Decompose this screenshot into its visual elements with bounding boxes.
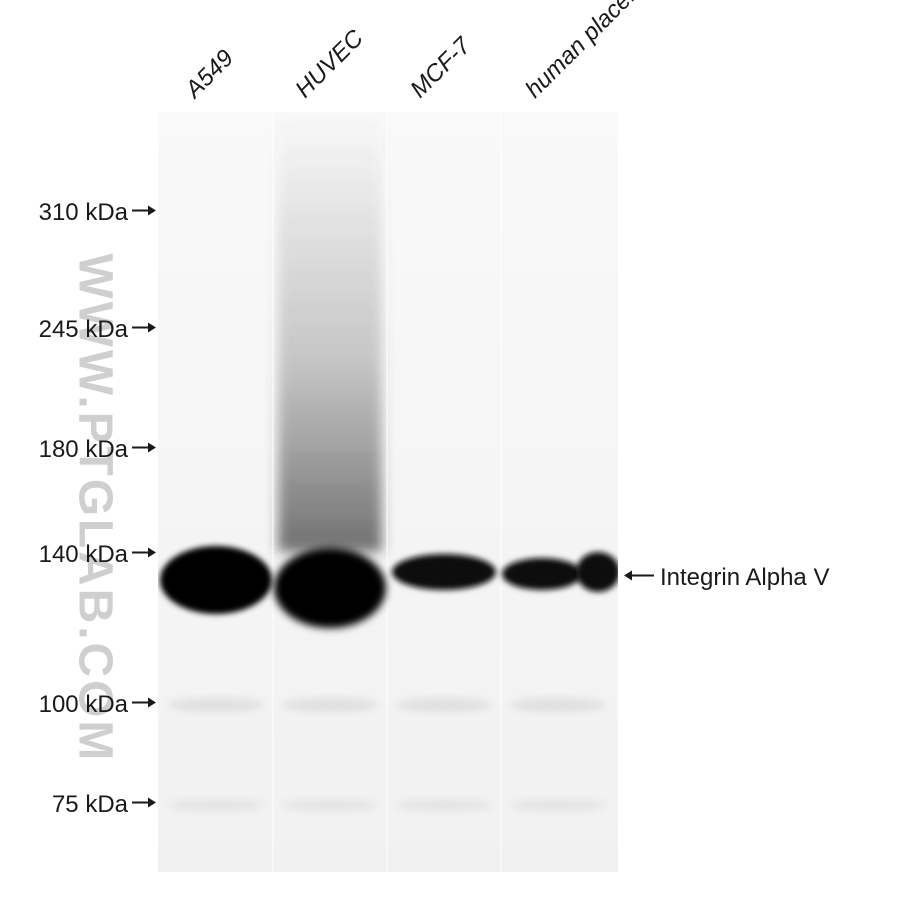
- blot-svg: [158, 112, 618, 872]
- band-annotation-label: Integrin Alpha V: [660, 564, 829, 592]
- blot-region: [158, 112, 618, 872]
- mw-marker-label: 100 kDa: [39, 691, 128, 719]
- mw-marker-label: 245 kDa: [39, 316, 128, 344]
- mw-marker-label: 140 kDa: [39, 541, 128, 569]
- lane-header: human placenta: [520, 0, 661, 104]
- mw-marker-arrow-icon: [132, 795, 156, 816]
- mw-marker-arrow-icon: [132, 320, 156, 341]
- lane-header: HUVEC: [290, 25, 369, 104]
- mw-marker-arrow-icon: [132, 203, 156, 224]
- mw-marker-label: 75 kDa: [52, 791, 128, 819]
- lane-header: MCF-7: [405, 32, 477, 104]
- lane-header: A549: [180, 45, 239, 104]
- band-annotation-arrow-icon: [624, 568, 654, 589]
- mw-marker-arrow-icon: [132, 695, 156, 716]
- mw-marker-label: 180 kDa: [39, 436, 128, 464]
- mw-marker-arrow-icon: [132, 545, 156, 566]
- figure-root: WWW.PTGLAB.COM A549HUVECMCF-7human place…: [0, 0, 900, 903]
- mw-marker-arrow-icon: [132, 440, 156, 461]
- mw-marker-label: 310 kDa: [39, 199, 128, 227]
